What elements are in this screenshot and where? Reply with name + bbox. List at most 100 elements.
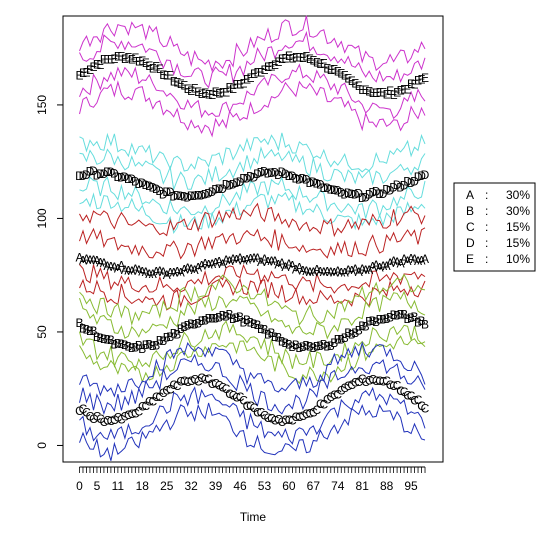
series-E-point: E	[306, 52, 314, 66]
series-E-point: E	[222, 86, 230, 100]
series-B-point: B	[330, 336, 338, 350]
series-E-point: E	[323, 61, 331, 75]
series-C-point: C	[239, 393, 248, 407]
series-B-point: B	[138, 342, 146, 356]
series-A-point: A	[264, 255, 272, 269]
x-tick-label: 46	[233, 479, 247, 493]
series-A-point: A	[229, 252, 237, 266]
series-D-point: D	[96, 167, 105, 181]
series-E-point: E	[278, 52, 286, 66]
series-B-point: B	[316, 339, 324, 353]
series-D-point: D	[271, 165, 280, 179]
series-D-point: D	[218, 182, 227, 196]
series-D-point: D	[145, 179, 154, 193]
series-A-point: A	[205, 257, 213, 271]
legend-separator: :	[485, 252, 488, 266]
series-B-point: B	[152, 338, 160, 352]
series-C-point: C	[319, 397, 328, 411]
series-E-point: E	[131, 51, 139, 65]
series-C-point: C	[400, 385, 409, 399]
legend-label: B	[466, 204, 474, 218]
series-D-point: D	[288, 169, 297, 183]
series-E-point: E	[135, 55, 143, 69]
series-C-point: C	[330, 388, 339, 402]
series-B-point: B	[187, 317, 195, 331]
series-B-point: B	[348, 328, 356, 342]
series-A-point: A	[170, 266, 178, 280]
series-D-point: D	[82, 168, 91, 182]
x-tick-label: 11	[112, 479, 125, 493]
series-C-point: C	[134, 404, 143, 418]
series-A-point: A	[173, 264, 181, 278]
series-A-point: A	[330, 266, 338, 280]
series-B-point: B	[253, 318, 261, 332]
series-C-point: C	[121, 409, 130, 423]
series-A-point: A	[323, 265, 331, 279]
x-axis: 0 5 11 18 25 32 39 46 53 60 67 74 81 88 95	[76, 466, 426, 493]
series-B-point: B	[344, 326, 352, 340]
series-C-point: C	[396, 384, 405, 398]
series-E-point: E	[379, 85, 387, 99]
series-D-band-line	[79, 191, 426, 235]
series-E-point: E	[351, 77, 359, 91]
series-D-point: D	[138, 176, 147, 190]
series-E-point: E	[295, 50, 303, 64]
series-B-point: B	[264, 328, 272, 342]
series-A-point: A	[414, 254, 422, 268]
series-D-point: D	[330, 183, 339, 197]
series-A-point: A	[138, 265, 146, 279]
series-B-point: B	[121, 338, 129, 352]
series-C-point: C	[93, 409, 102, 423]
series-C-point: C	[410, 393, 419, 407]
series-D-point: D	[194, 189, 203, 203]
series-E-point: E	[404, 83, 412, 97]
series-A-point: A	[334, 264, 342, 278]
series-C-point: C	[96, 412, 105, 426]
series-B-point: B	[334, 333, 342, 347]
series-E-point: E	[103, 53, 111, 67]
series-A-point: A	[316, 264, 324, 278]
series-C-point: C	[211, 377, 220, 391]
series-E-point: E	[138, 54, 146, 68]
series-D-point: D	[114, 170, 123, 184]
series-E-point: E	[274, 55, 282, 69]
series-E-point: E	[355, 79, 363, 93]
series-A-point: A	[194, 261, 202, 275]
series-D-point: D	[358, 191, 367, 205]
series-E-point: E	[128, 52, 136, 66]
series-C-point: C	[145, 394, 154, 408]
legend-value: 15%	[506, 236, 530, 250]
series-B-point: B	[170, 327, 178, 341]
series-B-point: B	[219, 308, 227, 322]
series-E-point: E	[418, 73, 426, 87]
x-tick-label: 5	[94, 479, 101, 493]
series-B-point: B	[295, 341, 303, 355]
series-A-point: A	[295, 260, 303, 274]
series-C-point: C	[232, 390, 241, 404]
legend-label: A	[466, 188, 474, 202]
x-tick-label: 18	[136, 479, 150, 493]
series-B-point: B	[145, 337, 153, 351]
series-C-point: C	[347, 378, 356, 392]
series-A-point: A	[110, 260, 118, 274]
series-B-point: B	[271, 330, 279, 344]
series-B-point: B	[128, 341, 136, 355]
series-D-point: D	[421, 168, 430, 182]
series-A-point: A	[89, 253, 97, 267]
series-E-point: E	[264, 60, 272, 74]
series-E-point: E	[240, 76, 248, 90]
series-E-point: E	[400, 83, 408, 97]
series-B-point: B	[313, 340, 321, 354]
series-C-point: C	[344, 379, 353, 393]
series-E-point: E	[267, 60, 275, 74]
series-C-point: C	[299, 409, 308, 423]
series-A-point: A	[407, 252, 415, 266]
series-A-point: A	[208, 257, 216, 271]
series-B-point: B	[386, 310, 394, 324]
series-D-point: D	[316, 177, 325, 191]
series-B-point: B	[337, 332, 345, 346]
series-D-point: D	[309, 175, 318, 189]
series-B-point: B	[124, 339, 132, 353]
series-C-point: C	[267, 412, 276, 426]
series-B-point: B	[274, 330, 282, 344]
